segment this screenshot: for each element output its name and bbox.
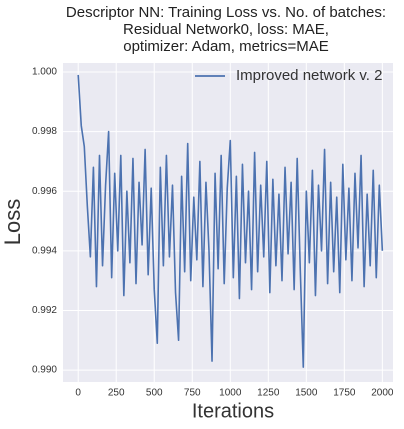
x-tick-label: 750 [184,388,201,399]
y-tick-label: 0.992 [32,305,57,316]
legend-label: Improved network v. 2 [236,67,382,84]
y-axis-label: Loss [0,199,25,245]
data-line [77,74,384,368]
y-tick-label: 1.000 [32,67,57,78]
x-axis-label: Iterations [192,400,274,422]
chart-title: Descriptor NN: Training Loss vs. No. of … [65,4,387,55]
y-tick-label: 0.996 [32,186,57,197]
x-tick-label: 1000 [219,388,242,399]
x-tick-label: 1250 [257,388,280,399]
x-tick-label: 500 [146,388,163,399]
y-tick-label: 0.998 [32,126,57,137]
x-tick-label: 1750 [333,388,356,399]
x-tick-label: 2000 [371,388,394,399]
y-tick-label: 0.994 [32,245,57,256]
x-tick-label: 1500 [295,388,318,399]
x-tick-label: 250 [108,388,125,399]
y-tick-label: 0.990 [32,365,57,376]
x-tick-label: 0 [75,388,81,399]
